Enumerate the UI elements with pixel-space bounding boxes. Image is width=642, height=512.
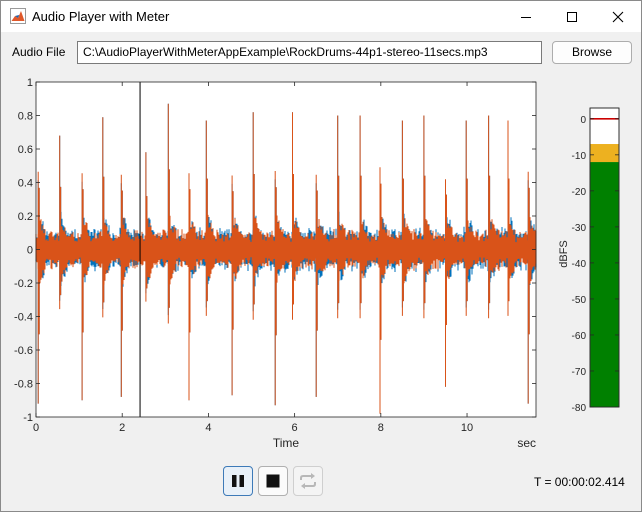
x-tick-label: 2 xyxy=(119,422,125,434)
window-title: Audio Player with Meter xyxy=(32,9,170,24)
meter-tick-label: -50 xyxy=(572,295,587,306)
minimize-icon xyxy=(521,16,531,18)
meter-tick-label: -70 xyxy=(572,367,587,378)
loop-icon xyxy=(300,473,316,489)
meter-tick-label: -20 xyxy=(572,187,587,198)
x-tick-label: 10 xyxy=(461,422,473,434)
y-tick-label: -0.2 xyxy=(14,278,33,290)
meter-peak-bar xyxy=(590,144,619,163)
stop-icon xyxy=(266,474,280,488)
audio-file-label: Audio File xyxy=(12,45,66,59)
y-tick-label: -0.6 xyxy=(14,345,33,357)
loop-button[interactable] xyxy=(293,466,323,496)
browse-button[interactable]: Browse xyxy=(552,41,632,64)
level-meter: 0 -10 -20 -30 -40 -50 -60 -70 -80 dBFS xyxy=(558,107,620,414)
meter-tick-label: -60 xyxy=(572,331,587,342)
pause-icon xyxy=(232,475,244,487)
close-button[interactable] xyxy=(595,1,641,32)
waveform-plot[interactable]: -1-0.8-0.6-0.4-0.200.20.40.60.810 2 4 6 8 10T… xyxy=(14,77,537,450)
x-tick-label: 6 xyxy=(292,422,298,434)
meter-frame xyxy=(589,107,620,408)
x-tick-label: 8 xyxy=(378,422,384,434)
y-tick-label: -1 xyxy=(23,412,33,424)
y-tick-label: -0.8 xyxy=(14,379,33,391)
y-tick-label: 1 xyxy=(27,77,33,89)
meter-tick-label: -80 xyxy=(572,403,587,414)
y-tick-label: -0.4 xyxy=(14,312,33,324)
title-bar[interactable]: Audio Player with Meter xyxy=(1,1,641,32)
meter-tick-label: 0 xyxy=(580,115,586,126)
chart-area: -1 -0.8 -0.6 -0.4 -0.2 0 0.2 0.4 0.6 0.8 1 0 2 4 6 8 10 T… xyxy=(1,71,642,456)
meter-tick-label: -40 xyxy=(572,259,587,270)
audio-file-path-field[interactable]: C:\AudioPlayerWithMeterAppExample\RockDr… xyxy=(77,41,542,64)
pause-button[interactable] xyxy=(223,466,253,496)
maximize-icon xyxy=(567,11,577,22)
y-tick-label: 0 xyxy=(27,245,33,257)
app-icon xyxy=(10,8,26,24)
meter-axis-label: dBFS xyxy=(558,240,570,268)
meter-tick-label: -10 xyxy=(572,151,587,162)
x-tick-label: 0 xyxy=(33,422,39,434)
y-tick-label: 0.6 xyxy=(18,144,33,156)
y-tick-label: 0.8 xyxy=(18,111,33,123)
meter-tick-label: -30 xyxy=(572,223,587,234)
x-tick-label: 4 xyxy=(205,422,211,434)
x-axis-label: Time xyxy=(273,436,300,450)
y-tick-label: 0.4 xyxy=(18,178,33,190)
y-tick-label: 0.2 xyxy=(18,211,33,223)
time-display: T = 00:00:02.414 xyxy=(534,475,625,489)
close-icon xyxy=(612,11,624,22)
minimize-button[interactable] xyxy=(503,1,549,32)
stop-button[interactable] xyxy=(258,466,288,496)
maximize-button[interactable] xyxy=(549,1,595,32)
meter-rms-bar xyxy=(590,162,619,407)
x-axis-unit: sec xyxy=(517,436,536,450)
